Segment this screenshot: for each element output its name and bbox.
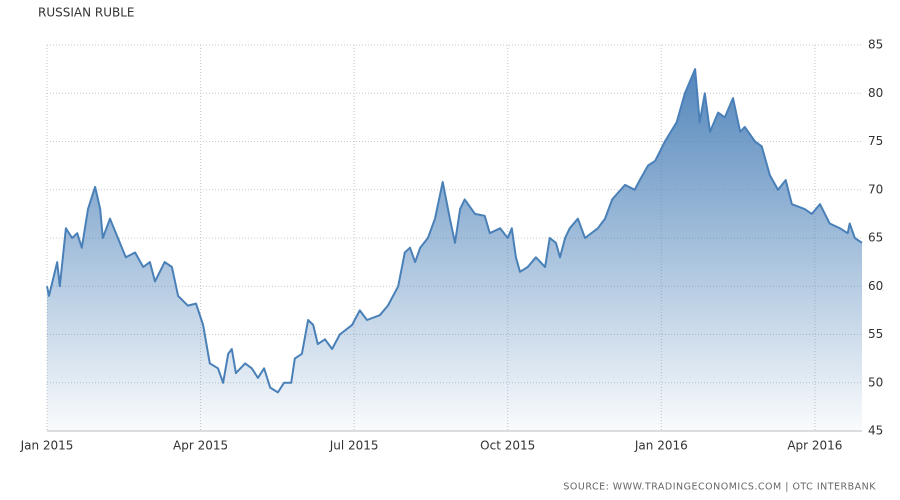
y-tick-label: 85 [868,38,883,52]
x-tick-label: Jul 2015 [329,439,379,453]
y-tick-label: 45 [868,424,883,438]
line [46,68,863,394]
y-tick-label: 65 [868,231,883,245]
y-tick-label: 70 [868,182,883,196]
x-tick-label: Apr 2015 [173,439,228,453]
x-tick-label: Jan 2015 [20,439,74,453]
chart-title: RUSSIAN RUBLE [38,6,135,20]
y-tick-label: 75 [868,134,883,148]
x-tick-label: Apr 2016 [787,439,842,453]
source-note: SOURCE: WWW.TRADINGECONOMICS.COM | OTC I… [563,482,876,493]
x-tick-label: Jan 2016 [634,439,688,453]
y-tick-label: 80 [868,86,883,100]
area-fill [47,69,862,431]
y-tick-label: 55 [868,327,883,341]
y-tick-label: 50 [868,375,883,389]
x-tick-label: Oct 2015 [480,439,535,453]
y-tick-label: 60 [868,279,883,293]
